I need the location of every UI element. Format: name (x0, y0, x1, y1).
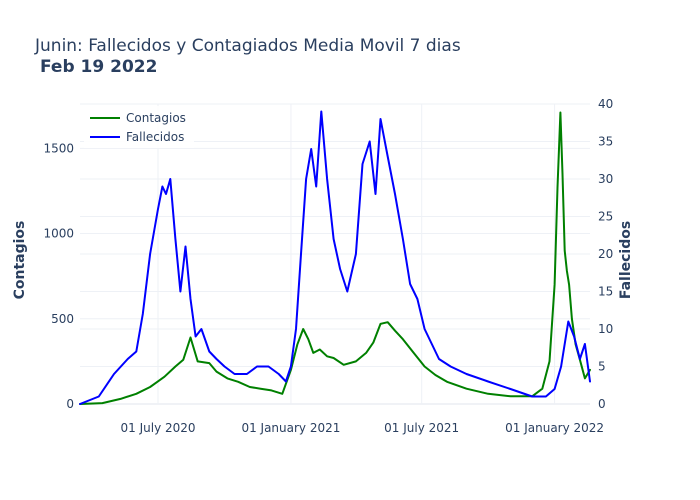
y-tick-label: 0 (66, 397, 74, 411)
x-tick-label: 01 July 2021 (384, 421, 459, 435)
legend-label-fallecidos: Fallecidos (126, 130, 184, 144)
tick-layer: 0 5 10 15 20 25 30 35 40 0 500 1000 1500 01 July 2020… (43, 97, 613, 435)
y2-tick-label: 0 (598, 397, 606, 411)
y2-axis-title: Fallecidos (618, 221, 634, 299)
y2-tick-label: 10 (598, 322, 613, 336)
y2-tick-label: 15 (598, 285, 613, 299)
series-line-fallecidos[interactable] (79, 110, 591, 405)
grid-layer (80, 103, 590, 405)
legend[interactable]: Contagios Fallecidos (84, 106, 194, 148)
series-layer (79, 110, 591, 405)
x-tick-label: 01 January 2022 (505, 421, 604, 435)
y-tick-label: 500 (51, 312, 74, 326)
legend-item-fallecidos[interactable]: Fallecidos (90, 130, 184, 144)
y2-tick-label: 30 (598, 172, 613, 186)
y2-tick-label: 40 (598, 97, 613, 111)
y-tick-label: 1000 (43, 227, 74, 241)
y2-tick-label: 20 (598, 247, 613, 261)
chart-subtitle: Feb 19 2022 (40, 57, 157, 77)
x-tick-label: 01 January 2021 (241, 421, 340, 435)
series-line-contagios[interactable] (79, 111, 591, 405)
legend-background (84, 106, 194, 148)
legend-item-contagios[interactable]: Contagios (90, 111, 186, 125)
y2-tick-label: 25 (598, 210, 613, 224)
y2-tick-label: 35 (598, 135, 613, 149)
y2-tick-label: 5 (598, 360, 606, 374)
y-axis-title: Contagios (12, 221, 28, 300)
y-tick-label: 1500 (43, 141, 74, 155)
legend-label-contagios: Contagios (126, 111, 186, 125)
x-tick-label: 01 July 2020 (121, 421, 196, 435)
chart-title: Junin: Fallecidos y Contagiados Media Mo… (34, 36, 461, 56)
